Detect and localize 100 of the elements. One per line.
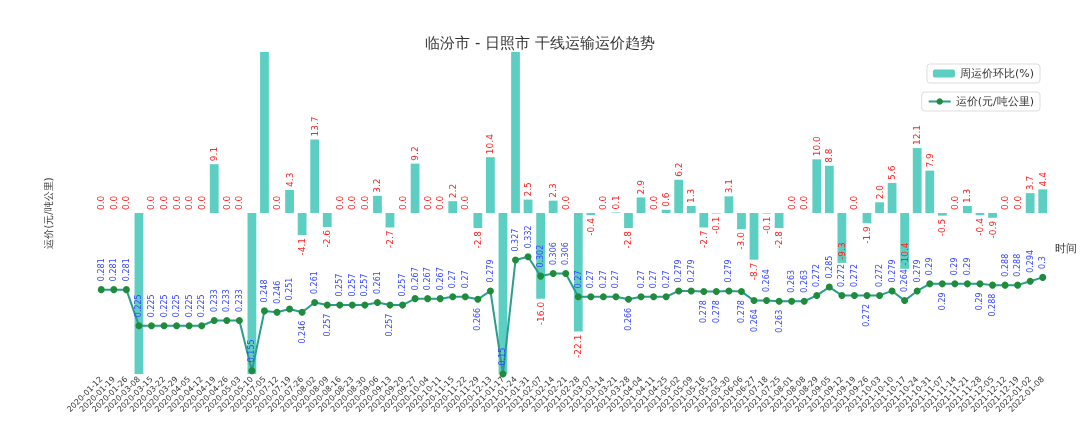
bar	[322, 213, 332, 227]
bar	[410, 163, 420, 213]
bar	[310, 139, 320, 213]
data-label: -2.7	[698, 230, 709, 249]
data-label: -2.7	[384, 230, 395, 249]
data-label: 0.225	[146, 294, 156, 318]
bar	[448, 201, 458, 213]
data-label: 2.5	[523, 182, 534, 197]
data-label: 0.0	[849, 195, 860, 210]
data-label: 0.294	[1025, 249, 1035, 273]
data-label: 7.9	[924, 153, 935, 168]
chart-title: 临汾市 - 日照市 干线运输运价趋势	[425, 33, 655, 52]
data-label: 3.1	[723, 179, 734, 194]
data-label: 0.27	[611, 270, 621, 289]
bar	[1025, 193, 1035, 213]
data-label: 0.281	[109, 258, 119, 282]
data-label: 0.267	[410, 267, 420, 291]
data-label: 0.233	[222, 289, 232, 313]
data-label: 0.0	[1012, 195, 1023, 210]
data-label: 0.0	[648, 195, 659, 210]
data-label: -2.6	[322, 229, 333, 248]
data-label: 0.266	[623, 307, 633, 331]
data-label: 0.27	[598, 270, 608, 289]
data-label: -0.4	[585, 217, 596, 236]
bar	[486, 157, 495, 213]
data-label: 0.225	[197, 294, 207, 318]
data-label: 1.3	[962, 188, 973, 204]
data-label: 0.266	[473, 307, 483, 331]
data-label: 0.263	[787, 269, 797, 293]
data-label: 0.288	[1013, 253, 1023, 277]
data-label: 0.264	[900, 269, 910, 293]
x-axis-title: 时间	[1055, 242, 1077, 255]
bar	[624, 213, 633, 229]
data-label: 0.0	[234, 195, 245, 210]
data-label: 10.0	[811, 136, 822, 157]
legend-label: 运价(元/吨公里)	[955, 95, 1035, 108]
data-label: -0.1	[711, 216, 722, 235]
data-label: 9.1	[209, 146, 220, 162]
data-label: -4.1	[297, 238, 308, 256]
data-label: 0.0	[146, 195, 157, 210]
data-label: 3.7	[1025, 175, 1036, 191]
data-label: 0.29	[950, 257, 960, 276]
data-label: 8.8	[824, 148, 835, 163]
bar	[548, 200, 558, 213]
data-label: 0.29	[962, 257, 972, 276]
data-label: 0.288	[988, 293, 998, 317]
bar	[912, 148, 922, 213]
data-label: -2.8	[472, 230, 483, 249]
data-label: 0.279	[912, 259, 922, 283]
data-label: 0.0	[108, 195, 119, 210]
bar	[937, 213, 947, 216]
data-label: 0.0	[221, 195, 232, 210]
data-label: 0.0	[435, 195, 446, 210]
data-label: 0.272	[862, 303, 872, 327]
data-label: 0.0	[184, 195, 195, 210]
data-label: 0.0	[171, 195, 182, 210]
data-label: 0.0	[460, 195, 471, 210]
bar	[636, 197, 646, 213]
data-label: 0.27	[448, 270, 458, 289]
data-label: 9.2	[410, 146, 421, 161]
data-label: 4.4	[1037, 171, 1048, 187]
data-label: -8.7	[749, 262, 760, 281]
data-label: 0.0	[799, 195, 810, 210]
bar	[724, 196, 734, 213]
bar	[297, 213, 307, 235]
data-label: 0.0	[949, 195, 960, 210]
data-label: 0.327	[511, 228, 521, 252]
data-label: 0.27	[661, 270, 671, 289]
data-label: -0.1	[761, 216, 772, 235]
bar	[511, 52, 520, 213]
data-label: 0.248	[259, 279, 269, 303]
data-label: 0.281	[96, 258, 106, 282]
data-label: -10.4	[899, 242, 910, 266]
data-label: 0.0	[334, 195, 345, 210]
bar	[887, 182, 897, 213]
data-label: 0.0	[1000, 195, 1011, 210]
bar	[988, 213, 997, 218]
data-label: 0.302	[536, 244, 546, 268]
data-label: 0.264	[749, 309, 759, 332]
data-label: 3.2	[372, 178, 383, 193]
bar	[824, 165, 834, 213]
bar	[774, 213, 784, 229]
bar	[699, 213, 709, 228]
data-label: 0.257	[360, 273, 370, 297]
data-label: 0.257	[385, 313, 395, 337]
y-axis-title: 运价(元/吨公里)	[42, 177, 54, 249]
data-label: 0.281	[121, 258, 131, 282]
bar	[963, 206, 972, 213]
data-label: -0.9	[987, 220, 998, 239]
data-label: 0.279	[485, 259, 495, 283]
data-label: 2.9	[636, 179, 647, 195]
data-label: -9.3	[836, 242, 847, 260]
data-label: -1.9	[861, 225, 872, 244]
data-label: 0.279	[686, 259, 696, 283]
data-label: 0.0	[422, 195, 433, 210]
legend-label: 周运价环比(%)	[959, 67, 1035, 80]
data-label: 0.27	[586, 270, 596, 289]
bar	[674, 179, 684, 213]
bar	[586, 213, 596, 216]
data-label: 13.7	[309, 116, 320, 137]
